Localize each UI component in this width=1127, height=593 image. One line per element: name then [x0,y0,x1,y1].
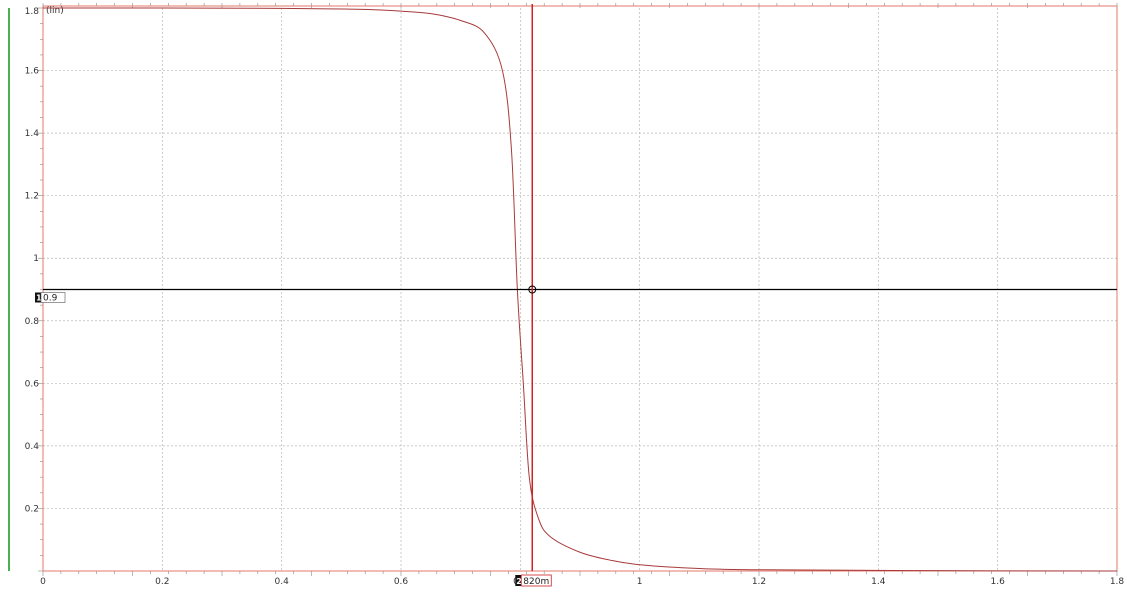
y-tick-label: 1 [33,254,39,264]
vertical-cursor-id-box [515,575,522,586]
y-tick-label: 1.2 [25,192,39,202]
x-tick-label: 1.4 [871,577,886,587]
y-tick-label: 1.4 [25,129,40,139]
vertical-cursor-tag[interactable]: 2 820m [515,574,552,587]
y-tick-label: 0.2 [25,504,39,514]
vertical-cursor-id: 2 [516,577,522,586]
x-tick-label: 0.2 [155,577,169,587]
y-tick-label: 0.4 [25,442,40,452]
x-tick-label: 1.2 [752,577,766,587]
horizontal-cursor-id-box [35,292,41,303]
tick-labels: 00.20.40.60.811.21.41.61.80.20.40.60.811… [25,7,1125,587]
left-ruler-bar [8,8,10,571]
series-0-line [42,7,1118,572]
horizontal-cursor-value-box [40,292,66,303]
plot-frame [42,5,1118,572]
x-tick-label: 0.4 [275,577,290,587]
x-tick-label: 1.6 [991,577,1006,587]
y-tick-label: 0.6 [25,379,40,389]
y-tick-label: 1.6 [25,67,40,77]
x-tick-label: 1 [637,577,643,587]
vertical-cursor-value-box [520,574,552,587]
horizontal-cursor-tag[interactable]: 1 0.9 [35,292,66,304]
x-tick-label: 0.6 [394,577,409,587]
horizontal-cursor-id: 1 [36,294,42,303]
y-tick-label: 1.8 [25,7,40,17]
horizontal-cursor-value: 0.9 [43,294,58,304]
y-tick-label: 0.8 [25,317,40,327]
cursor-intersection-marker [528,285,537,294]
y-unit-label: (lin) [46,6,64,16]
vertical-cursor-value: 820m [523,577,549,587]
x-tick-label: 1.8 [1110,577,1125,587]
x-tick-label: 0 [40,577,46,587]
